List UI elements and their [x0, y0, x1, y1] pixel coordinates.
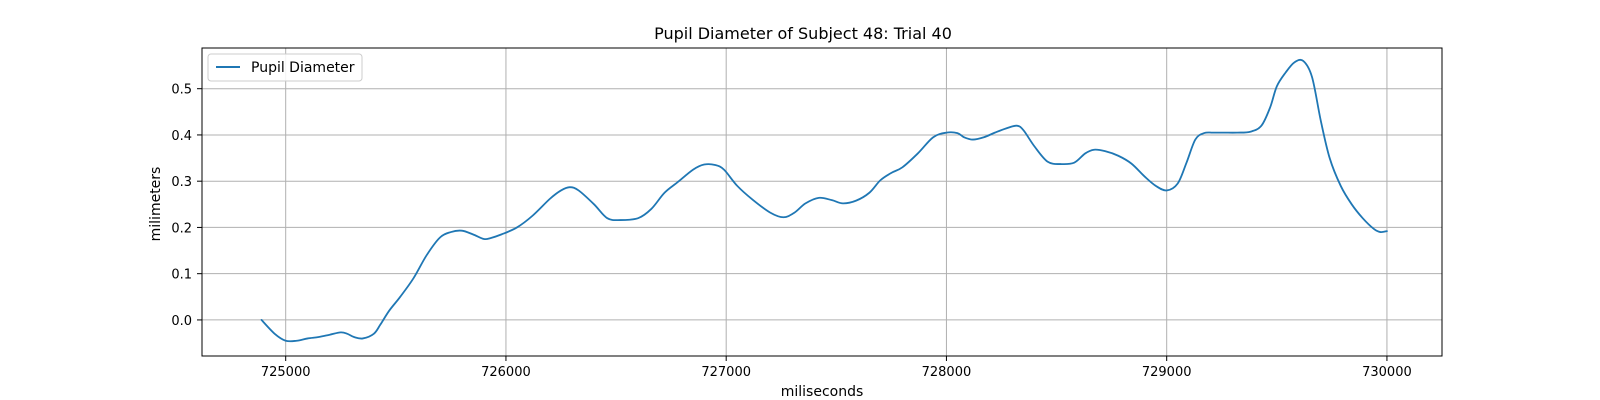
grid-layer	[202, 48, 1442, 356]
x-tick-label: 725000	[261, 365, 311, 380]
x-tick-label: 726000	[481, 365, 531, 380]
y-tick-label: 0.0	[171, 314, 192, 329]
series-line-pupil-diameter	[260, 58, 1388, 343]
y-tick-label: 0.1	[171, 268, 192, 283]
x-tick-label: 728000	[922, 365, 972, 380]
x-axis-label: miliseconds	[781, 384, 864, 400]
series-layer	[260, 58, 1388, 343]
y-tick-label: 0.2	[171, 221, 192, 236]
legend: Pupil Diameter	[207, 53, 363, 82]
legend-box	[207, 53, 363, 82]
chart-title: Pupil Diameter of Subject 48: Trial 40	[654, 24, 952, 43]
plot-frame	[201, 47, 1443, 357]
y-tick-label: 0.3	[171, 175, 192, 190]
tick-layer: 725000 726000 727000 728000 729000 730000 0.0 0…	[171, 83, 1411, 380]
y-axis-label: milimeters	[148, 167, 164, 242]
x-tick-label: 730000	[1362, 365, 1412, 380]
legend-label: Pupil Diameter	[251, 60, 355, 76]
x-tick-label: 727000	[701, 365, 751, 380]
y-tick-label: 0.4	[171, 129, 192, 144]
y-tick-label: 0.5	[171, 83, 192, 98]
x-tick-label: 729000	[1142, 365, 1192, 380]
